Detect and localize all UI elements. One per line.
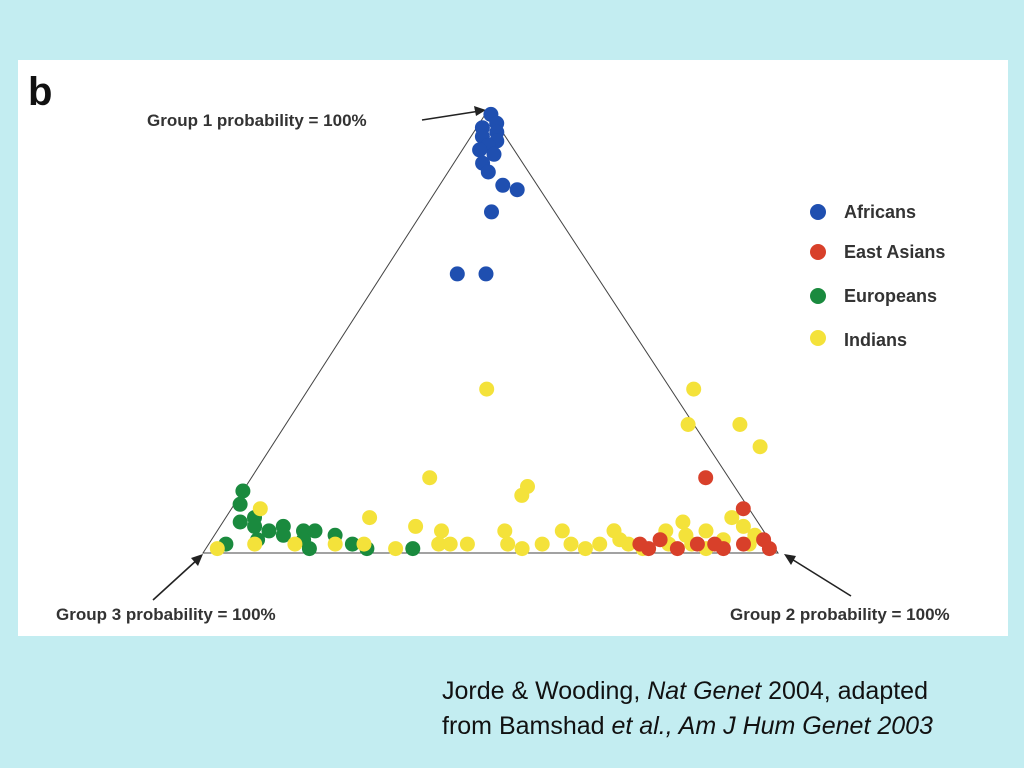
point-indians: [442, 536, 458, 552]
point-africans: [509, 182, 525, 198]
point-east-asians: [707, 536, 723, 552]
point-africans: [480, 164, 496, 180]
point-east-asians: [735, 501, 751, 517]
point-europeans: [301, 541, 317, 557]
group3-label: Group 3 probability = 100%: [56, 605, 276, 624]
citation-line-2: from Bamshad et al., Am J Hum Genet 2003: [442, 709, 1017, 744]
citation: Jorde & Wooding, Nat Genet 2004, adapted…: [442, 674, 1017, 744]
point-africans: [486, 146, 502, 162]
legend-item-europeans: Europeans: [810, 286, 937, 306]
point-indians: [514, 541, 530, 557]
point-europeans: [232, 514, 248, 530]
point-indians: [735, 518, 751, 534]
point-europeans: [247, 518, 263, 534]
point-indians: [497, 523, 513, 539]
citation-year: 2004, adapted: [761, 677, 928, 705]
point-indians: [680, 417, 696, 432]
citation-source-ref: et al., Am J Hum Genet 2003: [611, 712, 933, 740]
legend-marker-indians: [810, 330, 826, 346]
point-africans: [484, 204, 499, 220]
point-indians: [698, 523, 714, 539]
legend-item-east-asians: East Asians: [810, 242, 945, 262]
point-indians: [408, 518, 424, 534]
point-africans: [472, 142, 488, 158]
point-europeans: [232, 496, 248, 512]
legend-label-indians: Indians: [844, 330, 907, 350]
point-indians: [422, 470, 438, 486]
legend-marker-africans: [810, 204, 826, 220]
point-east-asians: [669, 541, 685, 557]
point-indians: [563, 536, 579, 552]
figure-panel: b Group 1 probability = 100% Group 3 pro…: [18, 60, 1008, 636]
legend-marker-east-asians: [810, 244, 826, 260]
group1-label: Group 1 probability = 100%: [147, 111, 367, 130]
point-indians: [577, 541, 593, 557]
point-africans: [449, 266, 465, 282]
ternary-scatter-chart: b Group 1 probability = 100% Group 3 pro…: [28, 70, 950, 624]
point-indians: [554, 523, 570, 539]
citation-journal: Nat Genet: [647, 677, 762, 705]
legend: Africans East Asians Europeans Indians: [810, 202, 945, 350]
point-east-asians: [641, 541, 657, 557]
point-east-asians: [652, 532, 668, 548]
point-indians: [362, 510, 378, 526]
point-east-asians: [698, 470, 714, 486]
point-indians: [592, 536, 608, 552]
point-indians: [686, 381, 702, 397]
group2-arrow: [784, 554, 852, 597]
point-indians: [247, 536, 263, 552]
point-europeans: [344, 536, 360, 552]
point-indians: [388, 541, 404, 557]
point-east-asians: [736, 536, 751, 552]
group1-arrow: [421, 106, 486, 121]
point-indians: [209, 541, 225, 557]
citation-line-1: Jorde & Wooding, Nat Genet 2004, adapted: [442, 674, 1017, 709]
point-indians: [724, 510, 740, 526]
point-indians: [431, 536, 447, 552]
point-africans: [478, 266, 494, 282]
legend-label-east-asians: East Asians: [844, 242, 945, 262]
point-east-asians: [689, 536, 705, 552]
legend-label-africans: Africans: [844, 202, 916, 222]
point-indians: [500, 536, 516, 552]
panel-letter: b: [28, 70, 52, 114]
group3-arrow: [152, 554, 203, 601]
point-indians: [732, 417, 748, 432]
point-east-asians: [761, 541, 777, 557]
point-europeans: [275, 527, 291, 543]
ternary-triangle: [202, 109, 779, 554]
point-indians: [327, 536, 343, 552]
legend-item-africans: Africans: [810, 202, 916, 222]
point-europeans: [261, 523, 277, 539]
legend-marker-europeans: [810, 288, 826, 304]
point-europeans: [307, 523, 323, 539]
point-indians: [514, 487, 530, 503]
point-africans: [495, 177, 511, 193]
citation-source: from Bamshad: [442, 712, 612, 740]
legend-label-europeans: Europeans: [844, 286, 937, 306]
point-indians: [459, 536, 475, 552]
point-indians: [612, 532, 628, 548]
point-indians: [287, 536, 303, 552]
data-points: [209, 106, 777, 557]
point-europeans: [405, 541, 421, 557]
point-indians: [252, 501, 268, 517]
point-indians: [534, 536, 550, 552]
point-indians: [752, 439, 768, 455]
point-indians: [675, 514, 691, 530]
legend-item-indians: Indians: [810, 330, 907, 350]
citation-authors: Jorde & Wooding,: [442, 677, 648, 705]
point-indians: [434, 523, 449, 539]
point-europeans: [235, 483, 251, 499]
point-indians: [479, 381, 495, 397]
point-indians: [678, 527, 694, 543]
group2-label: Group 2 probability = 100%: [730, 605, 950, 624]
point-indians: [356, 536, 372, 552]
